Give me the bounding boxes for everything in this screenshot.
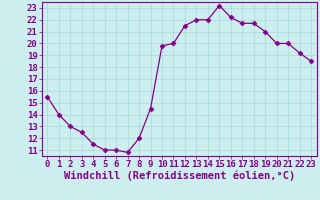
X-axis label: Windchill (Refroidissement éolien,°C): Windchill (Refroidissement éolien,°C) [64,171,295,181]
